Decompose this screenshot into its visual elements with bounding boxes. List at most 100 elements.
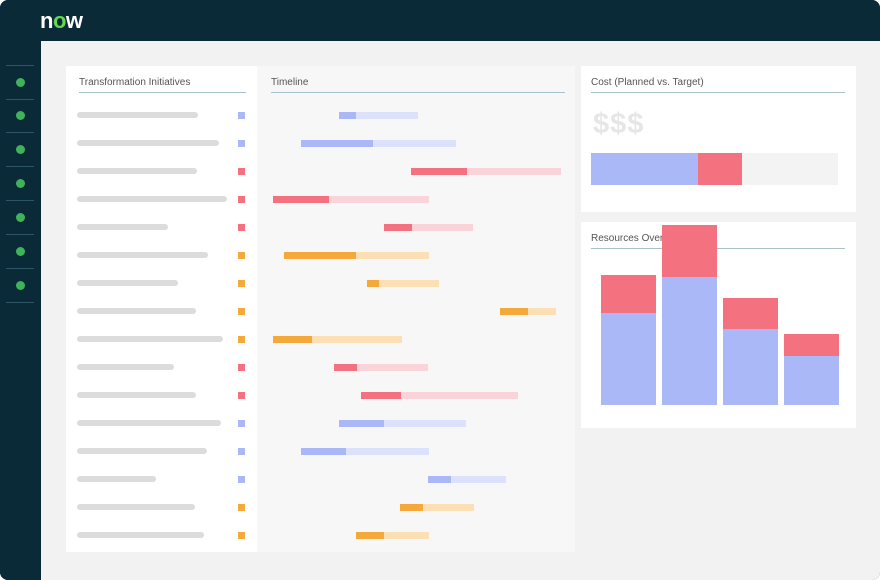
status-indicator [238,112,245,119]
initiative-placeholder[interactable] [77,448,207,454]
initiative-placeholder[interactable] [77,224,168,230]
sidebar-item[interactable] [6,269,34,303]
nav-dot-icon [16,281,25,290]
main-content: Transformation Initiatives Timeline Cost… [41,41,880,580]
timeline-remaining-bar[interactable] [373,140,456,147]
initiative-placeholder[interactable] [77,196,227,202]
cost-bar-track [591,153,838,185]
initiative-placeholder[interactable] [77,336,223,342]
initiative-placeholder[interactable] [77,476,156,482]
timeline-progress-bar[interactable] [367,280,379,287]
resource-bar-base[interactable] [784,356,839,405]
title-divider [79,92,246,93]
timeline-remaining-bar[interactable] [312,336,402,343]
resources-chart [581,222,856,428]
nav-dot-icon [16,213,25,222]
timeline-remaining-bar[interactable] [412,224,473,231]
sidebar-item[interactable] [6,167,34,201]
timeline-progress-bar[interactable] [361,392,401,399]
initiative-placeholder[interactable] [77,308,196,314]
status-indicator [238,392,245,399]
nav-dot-icon [16,111,25,120]
timeline-remaining-bar[interactable] [384,532,429,539]
timeline-progress-bar[interactable] [500,308,528,315]
status-indicator [238,532,245,539]
servicenow-logo[interactable]: now [40,8,83,33]
status-indicator [238,168,245,175]
cost-symbol: $$$ [593,108,645,140]
timeline-remaining-bar[interactable] [356,252,429,259]
status-indicator [238,308,245,315]
timeline-title: Timeline [271,77,309,88]
status-indicator [238,280,245,287]
resource-bar-overage[interactable] [723,298,778,329]
status-indicator [238,224,245,231]
timeline-remaining-bar[interactable] [356,112,418,119]
sidebar-item[interactable] [6,65,34,100]
nav-dot-icon [16,145,25,154]
timeline-progress-bar[interactable] [400,504,423,511]
timeline-progress-bar[interactable] [339,420,384,427]
timeline-progress-bar[interactable] [334,364,357,371]
title-divider [591,248,845,249]
nav-dot-icon [16,179,25,188]
cost-card: Cost (Planned vs. Target) $$$ [581,66,856,212]
timeline-remaining-bar[interactable] [357,364,428,371]
timeline-remaining-bar[interactable] [379,280,439,287]
timeline-progress-bar[interactable] [273,196,329,203]
timeline-progress-bar[interactable] [356,532,384,539]
initiative-placeholder[interactable] [77,364,174,370]
timeline-progress-bar[interactable] [384,224,412,231]
initiative-placeholder[interactable] [77,420,221,426]
status-indicator [238,448,245,455]
status-indicator [238,504,245,511]
timeline-remaining-bar[interactable] [423,504,474,511]
timeline-progress-bar[interactable] [301,448,346,455]
initiative-placeholder[interactable] [77,504,195,510]
status-indicator [238,252,245,259]
top-bar: now [0,0,880,41]
resource-bar-overage[interactable] [601,275,656,313]
timeline-remaining-bar[interactable] [329,196,429,203]
initiative-placeholder[interactable] [77,168,197,174]
timeline-remaining-bar[interactable] [451,476,506,483]
timeline-remaining-bar[interactable] [528,308,556,315]
resource-bar-base[interactable] [723,329,778,405]
initiative-placeholder[interactable] [77,280,178,286]
resource-bar-base[interactable] [601,313,656,405]
initiative-placeholder[interactable] [77,140,219,146]
cost-over-target-segment [698,153,742,185]
timeline-progress-bar[interactable] [339,112,356,119]
timeline-progress-bar[interactable] [411,168,467,175]
timeline-progress-bar[interactable] [428,476,451,483]
cost-title: Cost (Planned vs. Target) [591,77,704,88]
status-indicator [238,140,245,147]
cost-planned-segment [591,153,698,185]
resources-card: Resources Overview [581,222,856,428]
status-indicator [238,196,245,203]
timeline-remaining-bar[interactable] [384,420,466,427]
sidebar-item[interactable] [6,133,34,167]
timeline-progress-bar[interactable] [273,336,312,343]
timeline-remaining-bar[interactable] [346,448,429,455]
resource-bar-overage[interactable] [662,225,717,277]
initiative-placeholder[interactable] [77,532,204,538]
resource-bar-overage[interactable] [784,334,839,356]
sidebar [0,41,41,580]
status-indicator [238,476,245,483]
initiative-placeholder[interactable] [77,392,196,398]
initiative-placeholder[interactable] [77,112,198,118]
timeline-remaining-bar[interactable] [401,392,518,399]
sidebar-item[interactable] [6,201,34,235]
sidebar-item[interactable] [6,99,34,133]
resources-title: Resources Overview [591,233,684,244]
timeline-progress-bar[interactable] [284,252,356,259]
sidebar-item[interactable] [6,235,34,269]
timeline-remaining-bar[interactable] [467,168,561,175]
timeline-progress-bar[interactable] [301,140,373,147]
status-indicator [238,420,245,427]
initiative-placeholder[interactable] [77,252,208,258]
resource-bar-base[interactable] [662,277,717,405]
title-divider [591,92,845,93]
